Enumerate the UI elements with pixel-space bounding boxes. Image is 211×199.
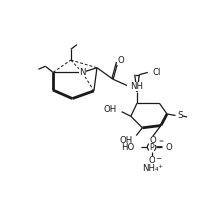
Text: OH: OH [120, 137, 133, 145]
Text: NH₄⁺: NH₄⁺ [142, 164, 163, 173]
Text: N: N [79, 68, 86, 77]
Text: HO: HO [122, 142, 135, 152]
Text: −: − [156, 156, 162, 162]
Text: S: S [178, 111, 183, 120]
Text: P: P [149, 142, 154, 152]
Text: NH: NH [130, 82, 143, 91]
Text: OH: OH [104, 105, 117, 114]
Text: =: = [158, 140, 163, 145]
Text: O: O [118, 56, 124, 64]
Text: O: O [149, 137, 156, 145]
Text: O: O [165, 142, 172, 152]
Text: Cl: Cl [152, 68, 161, 77]
Text: O: O [148, 156, 155, 165]
